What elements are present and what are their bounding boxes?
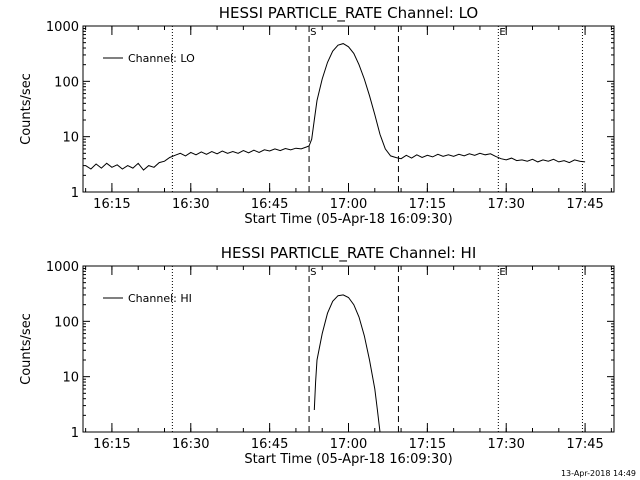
x-tick-label: 16:30 [172,437,209,452]
y-tick-label: 10 [62,371,79,386]
chart-title: HESSI PARTICLE_RATE Channel: HI [221,244,477,263]
legend-label: Channel: LO [128,52,195,65]
x-tick-label: 16:15 [93,437,130,452]
x-tick-label: 16:30 [172,197,209,212]
marker-label: S [310,27,316,38]
series-line [85,43,586,171]
y-tick-label: 100 [54,315,79,330]
x-tick-label: 17:00 [330,437,367,452]
x-tick-label: 17:15 [409,197,446,212]
x-tick-label: 17:30 [487,437,524,452]
x-axis-label: Start Time (05-Apr-18 16:09:30) [244,212,452,227]
marker-label: E [499,267,505,278]
y-tick-label: 1 [71,426,79,441]
y-tick-label: 1000 [46,20,79,35]
y-tick-label: 1 [71,186,79,201]
x-tick-label: 17:45 [566,437,603,452]
chart-panel-2: HESSI PARTICLE_RATE Channel: HI 1 10 100 100… [19,244,615,467]
x-axis-label: Start Time (05-Apr-18 16:09:30) [244,452,452,467]
y-tick-label: 10 [62,131,79,146]
x-tick-label: 17:45 [566,197,603,212]
x-tick-label: 16:45 [251,197,288,212]
generation-timestamp: 13-Apr-2018 14:49 [560,469,636,478]
chart-panel-1: HESSI PARTICLE_RATE Channel: LO 1 10 100 100… [19,4,615,227]
marker-label: E [499,27,505,38]
x-tick-label: 16:15 [93,197,130,212]
y-axis-label: Counts/sec [19,73,34,145]
y-tick-label: 1000 [46,260,79,275]
series-line [313,294,381,432]
x-tick-label: 17:15 [409,437,446,452]
plot-frame [82,25,615,193]
legend-label: Channel: HI [128,292,192,305]
marker-label: S [310,267,316,278]
y-axis-label: Counts/sec [19,313,34,385]
x-tick-label: 17:30 [487,197,524,212]
y-tick-label: 100 [54,75,79,90]
plot-frame [82,265,615,433]
x-tick-label: 17:00 [330,197,367,212]
x-tick-label: 16:45 [251,437,288,452]
chart-title: HESSI PARTICLE_RATE Channel: LO [219,4,478,23]
